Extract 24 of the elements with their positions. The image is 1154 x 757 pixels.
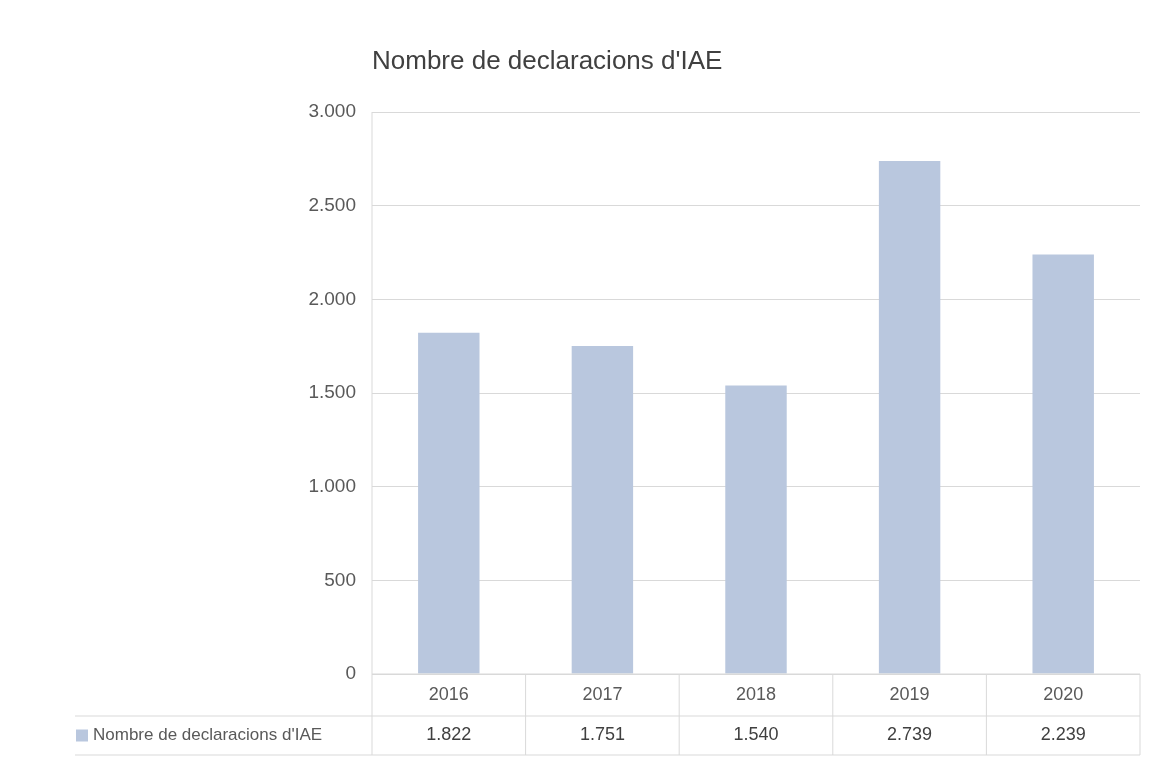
- data-label: 1.751: [579, 724, 625, 745]
- data-label: 2.739: [887, 724, 933, 745]
- bar: [725, 385, 787, 674]
- y-tick-label: 2.500: [308, 193, 356, 215]
- x-tick-label: 2020: [1043, 683, 1084, 704]
- bar: [418, 332, 480, 674]
- y-tick-label: 3.000: [308, 100, 356, 122]
- y-tick-label: 1.500: [308, 381, 356, 403]
- bar: [1032, 254, 1094, 674]
- bar: [878, 160, 941, 674]
- data-label: 2.239: [1040, 724, 1086, 745]
- y-tick-label: 1.000: [308, 474, 356, 496]
- data-label: 1.540: [733, 724, 779, 745]
- x-tick-label: 2018: [735, 683, 777, 704]
- chart-title: Nombre de declaracions d'IAE: [372, 45, 723, 76]
- y-tick-label: 2.000: [308, 287, 356, 309]
- legend-label: Nombre de declaracions d'IAE: [93, 725, 323, 745]
- data-label: 1.822: [426, 724, 472, 745]
- y-tick-label: 0: [345, 662, 356, 684]
- x-tick-label: 2019: [889, 683, 930, 704]
- bar: [571, 345, 634, 674]
- x-tick-label: 2016: [428, 683, 469, 704]
- x-tick-label: 2017: [582, 683, 623, 704]
- y-tick-label: 500: [324, 568, 356, 590]
